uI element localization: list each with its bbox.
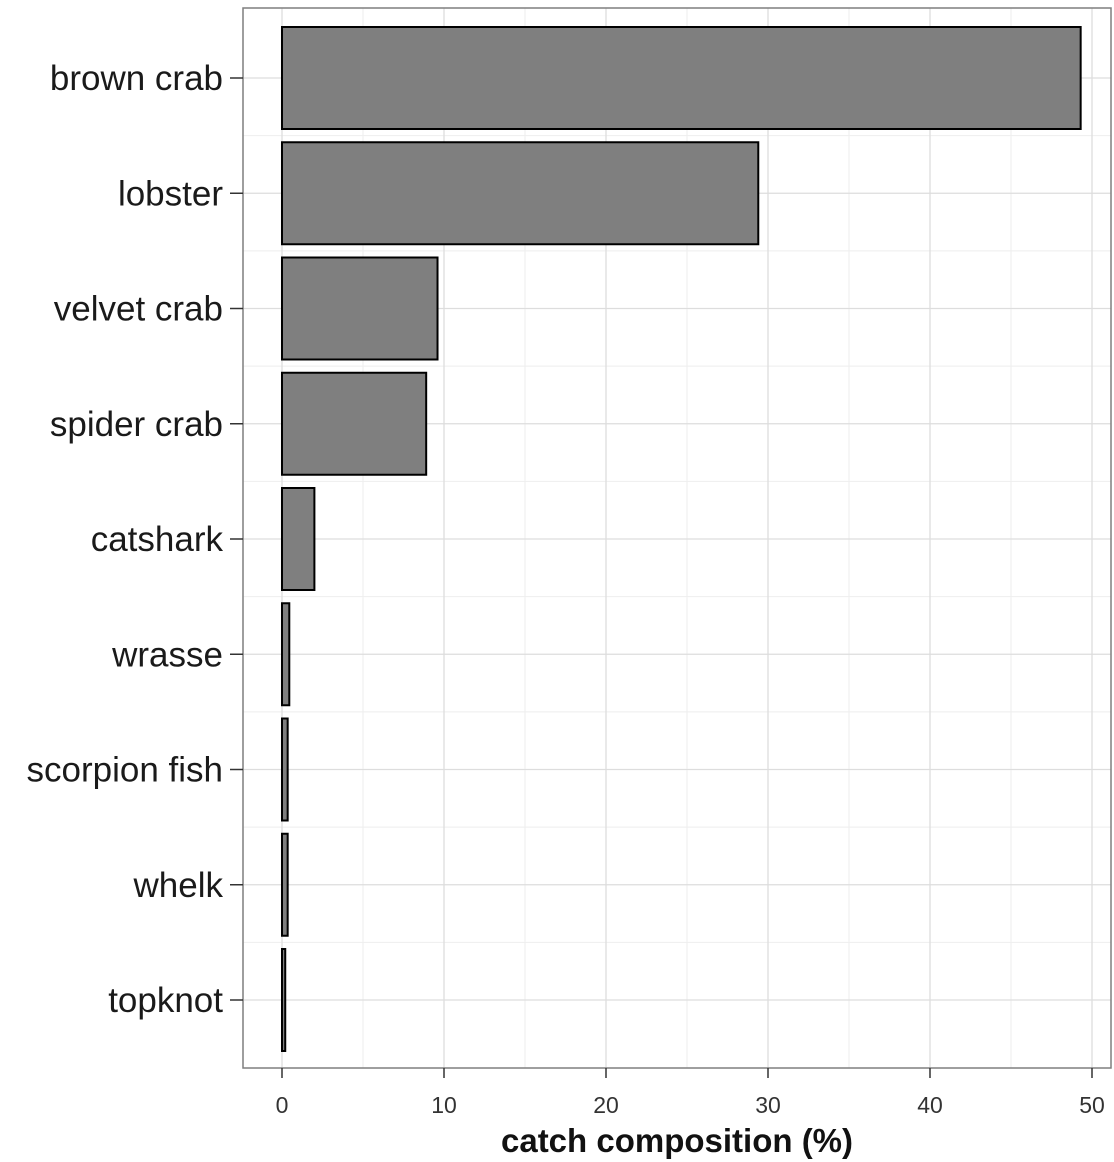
x-tick-label: 30 bbox=[755, 1092, 781, 1118]
bar bbox=[282, 142, 758, 244]
x-axis: 0 10 20 30 40 50 bbox=[276, 1068, 1105, 1118]
y-tick-label: topknot bbox=[108, 981, 223, 1020]
bar bbox=[282, 258, 438, 360]
x-axis-title: catch composition (%) bbox=[501, 1122, 853, 1159]
y-tick-label: velvet crab bbox=[54, 290, 223, 329]
x-tick-label: 10 bbox=[431, 1092, 457, 1118]
y-tick-label: brown crab bbox=[50, 59, 223, 98]
y-tick-label: wrasse bbox=[111, 635, 223, 674]
y-tick-label: whelk bbox=[133, 866, 224, 905]
x-tick-label: 0 bbox=[276, 1092, 289, 1118]
x-tick-label: 50 bbox=[1079, 1092, 1105, 1118]
y-tick-label: catshark bbox=[91, 520, 224, 559]
y-tick-label: lobster bbox=[118, 174, 223, 213]
bar bbox=[282, 27, 1081, 129]
bar bbox=[282, 834, 288, 936]
y-tick-label: spider crab bbox=[50, 405, 223, 444]
y-tick-label: scorpion fish bbox=[27, 751, 223, 790]
bar bbox=[282, 603, 289, 705]
x-tick-label: 40 bbox=[917, 1092, 943, 1118]
bar bbox=[282, 719, 288, 821]
bar bbox=[282, 949, 285, 1051]
x-tick-label: 20 bbox=[593, 1092, 619, 1118]
y-axis: brown crab lobster velvet crab spider crab c… bbox=[27, 59, 243, 1020]
bar bbox=[282, 488, 314, 590]
bar bbox=[282, 373, 426, 475]
